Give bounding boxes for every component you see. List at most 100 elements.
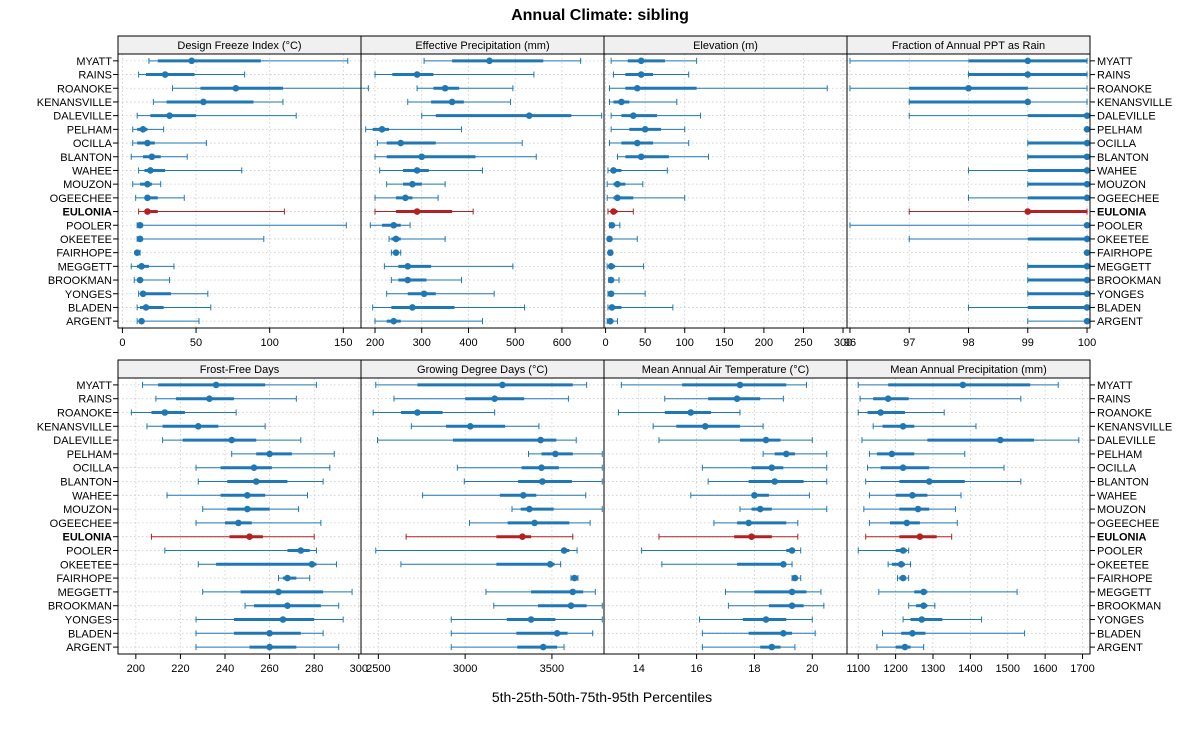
x-tick-label: 100: [676, 337, 694, 349]
mark-eulonia: [607, 208, 634, 215]
mark-kenansville: [609, 98, 678, 106]
series-label-pooler: POOLER: [66, 546, 112, 558]
mark-daleville: [658, 436, 813, 444]
series-label-okeetee: OKEETEE: [1097, 234, 1149, 246]
x-tick-label: 300: [350, 663, 368, 675]
mark-daleville: [610, 112, 702, 119]
median-point: [637, 153, 645, 161]
median-point: [144, 180, 151, 188]
median-point: [402, 194, 409, 202]
series-label-daleville: DALEVILLE: [1097, 111, 1156, 123]
median-point: [751, 492, 758, 499]
series-label-pelham: PELHAM: [67, 449, 112, 461]
mark-ocilla: [701, 464, 828, 472]
mark-pelham: [132, 126, 165, 133]
median-point: [266, 450, 273, 458]
mark-rains: [968, 71, 1088, 78]
median-point: [491, 395, 498, 403]
median-point: [1083, 167, 1091, 174]
x-tick-label: 150: [715, 337, 733, 349]
median-point: [414, 409, 421, 416]
median-point: [1083, 263, 1091, 270]
series-label-mouzon: MOUZON: [1097, 179, 1146, 191]
mark-wahee: [166, 492, 308, 499]
mark-rains: [859, 395, 1022, 403]
median-point: [606, 235, 613, 243]
median-point: [133, 249, 141, 256]
median-point: [788, 602, 796, 609]
median-point: [144, 139, 151, 147]
mark-roanoke: [171, 84, 369, 92]
median-point: [284, 602, 291, 609]
series-label-ogeechee: OGEECHEE: [1097, 518, 1159, 530]
mark-okeetee: [136, 235, 265, 243]
mark-yonges: [1027, 290, 1091, 298]
mark-argent: [876, 643, 925, 651]
median-point: [614, 180, 621, 188]
median-point: [768, 464, 776, 472]
median-point: [1083, 221, 1091, 229]
x-tick-label: 97: [903, 337, 915, 349]
series-label-rains: RAINS: [78, 394, 112, 406]
series-label-ocilla: OCILLA: [1097, 138, 1137, 150]
mark-fairhope: [896, 574, 910, 582]
series-label-fairhope: FAIRHOPE: [56, 248, 112, 260]
median-point: [641, 126, 649, 133]
x-tick-label: 100: [261, 337, 279, 349]
median-point: [297, 547, 305, 554]
x-tick-label: 18: [748, 663, 760, 675]
median-point: [607, 276, 615, 284]
mark-daleville: [421, 112, 603, 119]
median-point: [608, 304, 616, 311]
panel-effective-precipitation-mm: Effective Precipitation (mm) 200 300 400 500…: [360, 35, 605, 349]
median-point: [420, 290, 428, 298]
chart-title: Annual Climate: sibling: [511, 7, 689, 24]
mark-okeetee: [908, 235, 1091, 243]
median-point: [909, 492, 916, 499]
median-point: [567, 602, 575, 609]
series-label-myatt: MYATT: [76, 56, 112, 68]
x-tick-label: 3500: [540, 663, 564, 675]
series-label-eulonia: EULONIA: [1097, 207, 1147, 219]
median-point: [899, 464, 907, 472]
median-point: [571, 574, 578, 582]
median-point: [390, 317, 398, 325]
median-point: [553, 630, 561, 637]
series-label-wahee: WAHEE: [72, 165, 112, 177]
series-label-okeetee: OKEETEE: [1097, 559, 1149, 571]
x-tick-label: 3000: [453, 663, 477, 675]
mark-okeetee: [661, 561, 793, 568]
panel-border: [117, 53, 362, 329]
x-tick-label: 50: [190, 337, 202, 349]
median-point: [539, 478, 546, 485]
series-label-fairhope: FAIRHOPE: [1097, 248, 1153, 260]
median-point: [537, 436, 544, 444]
median-point: [552, 450, 559, 458]
mark-ocilla: [456, 464, 603, 472]
median-point: [899, 574, 907, 582]
mark-mouzon: [386, 180, 446, 188]
mark-wahee: [690, 492, 810, 499]
series-label-daleville: DALEVILLE: [53, 111, 112, 123]
median-point: [1083, 235, 1091, 243]
median-point: [607, 317, 614, 325]
mark-blanton: [374, 153, 537, 161]
mark-yonges: [607, 290, 646, 298]
mark-roanoke: [857, 409, 945, 416]
median-point: [212, 381, 220, 389]
series-label-bladen: BLADEN: [1097, 302, 1141, 314]
median-point: [1083, 126, 1091, 133]
mark-rains: [138, 71, 246, 78]
series-label-blanton: BLANTON: [60, 152, 112, 164]
mark-daleville: [162, 436, 302, 444]
median-point: [920, 602, 927, 609]
mark-myatt: [849, 57, 1088, 65]
series-label-eulonia: EULONIA: [1097, 532, 1147, 544]
mark-okeetee: [606, 235, 638, 243]
mark-bladen: [195, 630, 324, 637]
median-point: [877, 409, 884, 416]
mark-eulonia: [405, 533, 574, 540]
mark-myatt: [423, 57, 582, 65]
median-point: [527, 616, 535, 623]
median-point: [244, 492, 251, 499]
